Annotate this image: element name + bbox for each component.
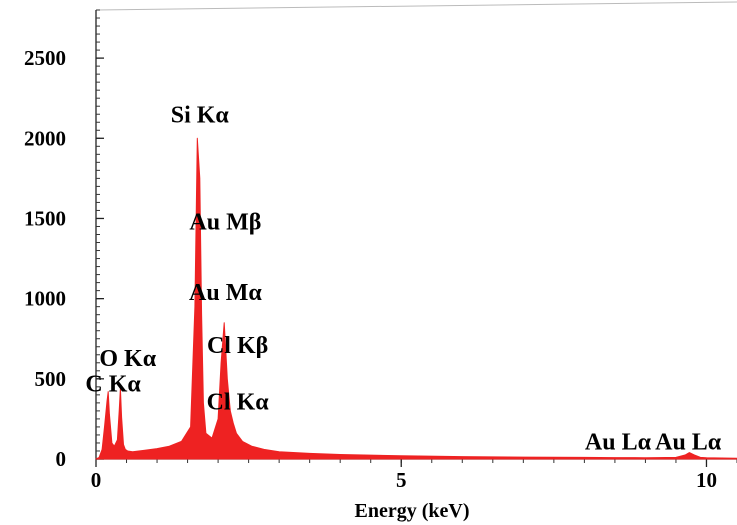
peak-label: Si Kα [171, 102, 230, 128]
x-tick-label: 10 [696, 468, 717, 492]
spectrum-area [95, 137, 737, 460]
peak-label: Au Mα [189, 280, 262, 306]
peak-labels: C KαO Kα Si Kα Au Mβ Au Mα Cl Kβ Cl Kα Au Lα Au… [85, 102, 721, 455]
y-tick-label: 2500 [24, 46, 66, 70]
peak-label: Cl Kβ [207, 333, 268, 359]
y-tick-label: 0 [56, 447, 67, 471]
peak-label: Cl Kα [207, 389, 270, 415]
peak-label: Au Lα [655, 429, 722, 455]
peak-label: Au Lα [585, 429, 652, 455]
y-tick-label: 1000 [24, 287, 66, 311]
major-ticks [95, 57, 708, 467]
x-tick-label: 5 [396, 468, 407, 492]
y-tick-label: 2000 [24, 126, 66, 150]
peak-label: Au Mβ [189, 210, 261, 236]
x-axis-title: Energy (keV) [355, 500, 470, 522]
peak-label: C Kα [85, 372, 141, 398]
y-tick-labels: 0 500 1000 1500 2000 2500 [24, 46, 66, 471]
y-tick-label: 1500 [24, 206, 66, 230]
top-frame-line [95, 1, 737, 11]
x-tick-labels: 0 5 10 [91, 468, 717, 492]
x-tick-label: 0 [91, 468, 102, 492]
spectrum [95, 137, 737, 460]
y-tick-label: 500 [35, 367, 67, 391]
peak-label: O Kα [99, 346, 156, 372]
